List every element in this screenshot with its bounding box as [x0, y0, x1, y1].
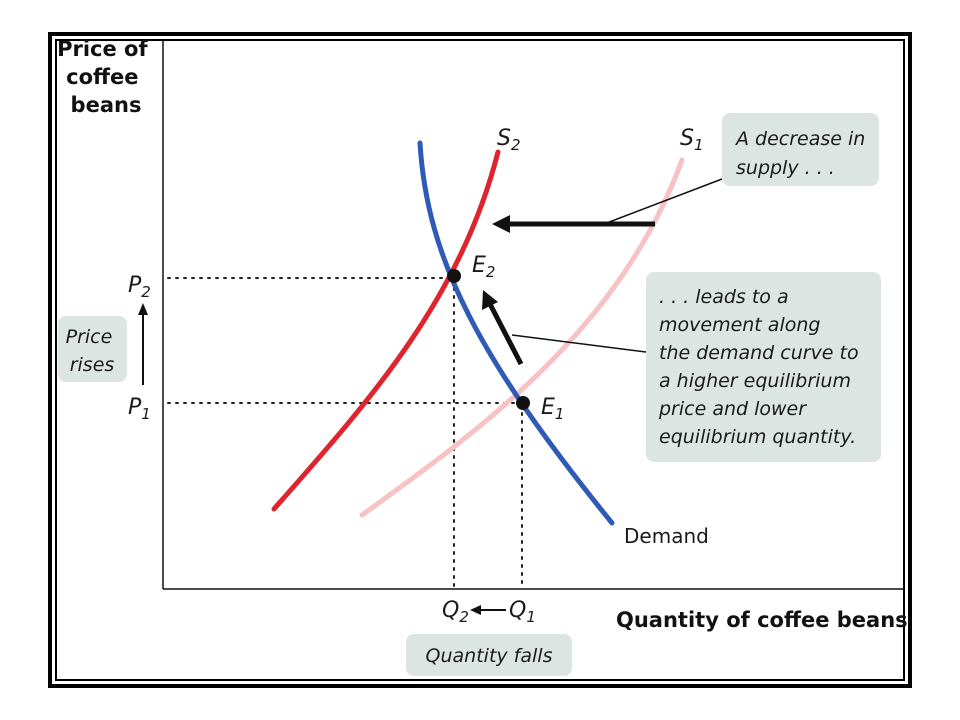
supply-curve-s2: [271, 149, 501, 512]
price-rises-box: [58, 316, 127, 382]
callout-supply-text: A decrease in supply . . .: [734, 128, 871, 179]
quantity-falls-box: [406, 634, 572, 676]
supply-shift-arrowhead: [492, 215, 510, 233]
supply-callout-leader: [603, 178, 723, 225]
callout-movement-box: [646, 272, 881, 462]
equilibrium-e1: [516, 396, 530, 410]
q2-label: Q2: [442, 598, 469, 626]
s2-label: S2: [497, 126, 521, 154]
price-rises-text: Price rises: [66, 326, 119, 376]
demand-curve: [417, 140, 615, 526]
q1-label: Q1: [509, 598, 536, 626]
p2-label: P2: [128, 273, 151, 301]
x-axis-title: Quantity of coffee beans: [616, 608, 908, 632]
y-axis-title: Price of coffee beans: [57, 37, 155, 117]
price-up-arrowhead: [138, 303, 148, 315]
equilibrium-e2: [447, 269, 461, 283]
quantity-left-arrowhead: [470, 605, 481, 615]
movement-callout-leader: [511, 334, 647, 353]
s1-label: S1: [680, 126, 704, 154]
quantity-falls-text: Quantity falls: [426, 645, 553, 667]
e1-label: E1: [541, 395, 564, 423]
callout-movement-text: . . . leads to a movement along the dema…: [658, 286, 865, 448]
e2-label: E2: [472, 253, 495, 281]
p1-label: P1: [128, 395, 151, 423]
callout-supply-box: [722, 113, 879, 186]
movement-arrow: [487, 302, 524, 366]
demand-label: Demand: [624, 524, 709, 548]
movement-arrowhead: [482, 290, 498, 310]
